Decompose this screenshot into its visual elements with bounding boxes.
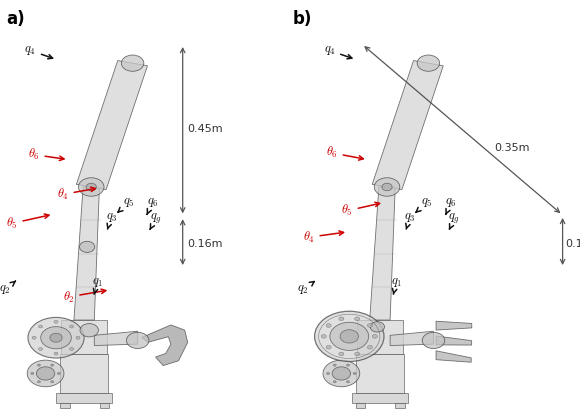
Circle shape [346, 364, 350, 366]
Text: $q_g$: $q_g$ [448, 212, 460, 229]
Text: $q_2$: $q_2$ [0, 281, 16, 296]
Circle shape [340, 330, 358, 343]
Circle shape [38, 325, 42, 328]
Bar [56, 393, 112, 403]
Circle shape [86, 183, 96, 191]
Circle shape [374, 178, 400, 196]
Text: $q_3$: $q_3$ [106, 211, 117, 229]
Polygon shape [95, 331, 137, 346]
Bar [356, 354, 404, 393]
Text: $q_1$: $q_1$ [390, 276, 402, 294]
Circle shape [37, 364, 41, 366]
Text: $q_5$: $q_5$ [118, 196, 135, 212]
Text: $\theta_6$: $\theta_6$ [28, 147, 64, 162]
Circle shape [370, 322, 385, 332]
Circle shape [422, 332, 445, 349]
Text: $q_6$: $q_6$ [147, 196, 158, 214]
Polygon shape [369, 187, 395, 320]
Circle shape [417, 55, 440, 71]
Circle shape [37, 367, 55, 380]
Text: $q_g$: $q_g$ [150, 212, 161, 229]
Text: a): a) [6, 10, 24, 29]
Text: $q_1$: $q_1$ [92, 276, 103, 294]
Circle shape [353, 373, 356, 375]
Circle shape [333, 381, 336, 383]
Bar [61, 320, 107, 354]
Polygon shape [372, 60, 443, 189]
Text: 0.16m: 0.16m [565, 239, 580, 249]
Text: b): b) [293, 10, 312, 29]
Bar [396, 403, 405, 408]
Circle shape [79, 241, 95, 252]
Circle shape [372, 334, 378, 338]
Text: $\theta_4$: $\theta_4$ [303, 230, 343, 245]
Circle shape [326, 324, 331, 327]
Circle shape [54, 320, 58, 323]
Polygon shape [436, 351, 471, 362]
Circle shape [367, 345, 372, 349]
Circle shape [330, 322, 369, 350]
Text: $\theta_6$: $\theta_6$ [326, 145, 363, 160]
Circle shape [323, 360, 360, 387]
Bar [100, 403, 109, 408]
Bar [60, 354, 108, 393]
Polygon shape [390, 331, 433, 346]
Text: $\theta_5$: $\theta_5$ [6, 214, 49, 231]
Bar [356, 403, 365, 408]
Circle shape [80, 323, 99, 337]
Circle shape [50, 381, 54, 383]
Circle shape [41, 327, 71, 349]
Text: 0.45m: 0.45m [187, 124, 222, 134]
Text: $q_4$: $q_4$ [324, 44, 352, 59]
Circle shape [333, 364, 336, 366]
Polygon shape [142, 325, 188, 365]
Circle shape [32, 336, 36, 339]
Bar [357, 320, 403, 354]
Polygon shape [77, 60, 147, 189]
Circle shape [70, 325, 74, 328]
Polygon shape [436, 336, 472, 345]
Circle shape [70, 347, 74, 350]
Circle shape [28, 318, 84, 358]
Bar [352, 393, 408, 403]
Circle shape [354, 317, 360, 320]
Bar [60, 403, 70, 408]
Circle shape [314, 311, 384, 362]
Circle shape [321, 334, 327, 338]
Polygon shape [74, 187, 99, 320]
Circle shape [354, 352, 360, 356]
Circle shape [76, 336, 80, 339]
Circle shape [27, 360, 64, 387]
Text: $\theta_2$: $\theta_2$ [63, 289, 106, 304]
Text: 0.35m: 0.35m [494, 143, 530, 153]
Text: $q_6$: $q_6$ [445, 196, 457, 214]
Text: $q_3$: $q_3$ [404, 211, 416, 229]
Circle shape [327, 373, 329, 375]
Circle shape [339, 352, 344, 356]
Text: $\theta_4$: $\theta_4$ [57, 187, 95, 202]
Text: $q_2$: $q_2$ [297, 281, 314, 296]
Polygon shape [436, 321, 472, 330]
Text: $\theta_5$: $\theta_5$ [341, 202, 379, 218]
Circle shape [326, 345, 331, 349]
Circle shape [54, 352, 58, 355]
Circle shape [346, 381, 350, 383]
Circle shape [332, 367, 350, 380]
Text: 0.16m: 0.16m [187, 239, 222, 249]
Circle shape [339, 317, 344, 320]
Circle shape [121, 55, 144, 71]
Circle shape [38, 347, 42, 350]
Text: $q_4$: $q_4$ [24, 44, 53, 59]
Circle shape [31, 373, 34, 375]
Circle shape [37, 381, 41, 383]
Circle shape [126, 332, 149, 349]
Circle shape [50, 333, 62, 342]
Circle shape [367, 324, 372, 327]
Text: $q_5$: $q_5$ [416, 196, 433, 212]
Circle shape [57, 373, 60, 375]
Circle shape [382, 183, 392, 191]
Circle shape [78, 178, 104, 196]
Circle shape [50, 364, 54, 366]
